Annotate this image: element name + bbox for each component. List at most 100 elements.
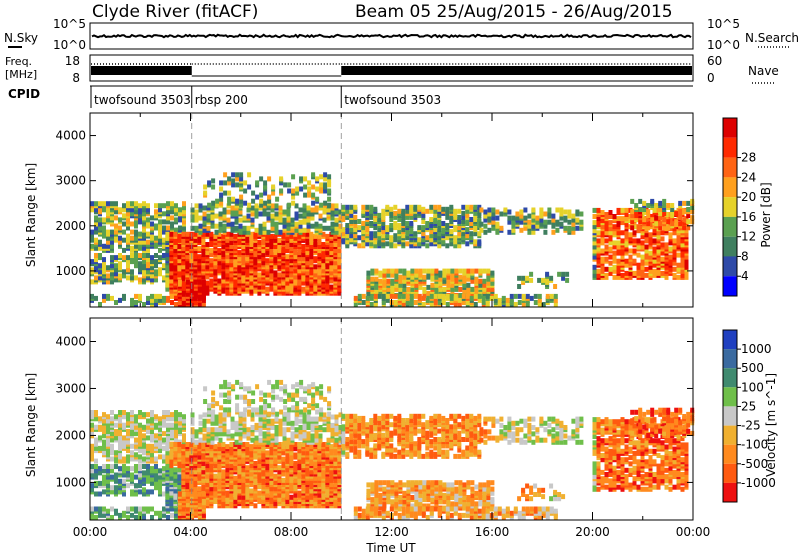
echo-cell: [178, 412, 182, 417]
echo-cell: [523, 216, 527, 221]
echo-cell: [283, 182, 287, 187]
echo-cell: [418, 294, 422, 299]
echo-cell: [690, 199, 694, 204]
echo-cell: [514, 302, 518, 307]
echo-cell: [130, 269, 134, 274]
echo-cell: [409, 205, 413, 210]
echo-cell: [114, 255, 118, 260]
echo-cell: [154, 209, 158, 214]
echo-cell: [642, 217, 646, 222]
nave-label: Nave: [748, 64, 779, 78]
echo-cell: [169, 459, 173, 464]
echo-cell: [267, 212, 271, 217]
echo-cell: [165, 232, 169, 237]
echo-cell: [559, 222, 563, 227]
echo-cell: [499, 226, 503, 231]
echo-cell: [98, 470, 102, 475]
echo-cell: [150, 507, 154, 512]
echo-cell: [449, 229, 453, 234]
echo-cell: [357, 235, 361, 240]
echo-cell: [146, 444, 150, 449]
echo-cell: [134, 253, 138, 258]
echo-cell: [130, 253, 134, 258]
echo-cell: [567, 210, 571, 215]
echo-cell: [146, 217, 150, 222]
echo-cell: [265, 258, 269, 263]
echo-cell: [122, 511, 126, 516]
echo-cell: [122, 222, 126, 227]
echo-cell: [650, 217, 654, 222]
echo-cell: [422, 287, 426, 292]
echo-cell: [527, 214, 531, 219]
beam-date-title: Beam 05 25/Aug/2015 - 26/Aug/2015: [355, 2, 673, 22]
echo-cell: [666, 219, 670, 224]
echo-cell: [174, 410, 178, 415]
echo-cell: [122, 294, 126, 299]
echo-cell: [638, 225, 642, 230]
echo-cell: [259, 176, 263, 181]
echo-cell: [202, 280, 206, 285]
echo-cell: [565, 278, 569, 283]
echo-cell: [303, 228, 307, 233]
echo-cell: [122, 203, 126, 208]
echo-cell: [445, 223, 449, 228]
echo-cell: [122, 468, 126, 473]
echo-cell: [353, 215, 357, 220]
echo-cell: [209, 279, 213, 284]
colorbar-segment: [723, 118, 737, 138]
echo-cell: [146, 435, 150, 440]
echo-cell: [102, 507, 106, 512]
echo-cell: [357, 243, 361, 248]
echo-cell: [185, 232, 189, 237]
echo-cell: [677, 275, 681, 280]
echo-cell: [110, 507, 114, 512]
echo-cell: [195, 203, 199, 208]
echo-cell: [535, 216, 539, 221]
echo-cell: [349, 205, 353, 210]
echo-cell: [437, 205, 441, 210]
echo-cell: [321, 242, 325, 247]
echo-cell: [478, 269, 482, 274]
echo-cell: [118, 479, 122, 484]
frequency-trace: [91, 64, 692, 76]
echo-cell: [490, 271, 494, 276]
echo-cell: [495, 210, 499, 215]
echo-cell: [142, 201, 146, 206]
echo-cell: [625, 259, 629, 264]
echo-cell: [466, 294, 470, 299]
echo-cell: [201, 461, 205, 466]
echo-cell: [385, 205, 389, 210]
echo-cell: [162, 226, 166, 231]
echo-cell: [98, 416, 102, 421]
echo-cell: [150, 466, 154, 471]
echo-cell: [613, 224, 617, 229]
echo-cell: [90, 423, 94, 428]
echo-cell: [369, 221, 373, 226]
echo-cell: [235, 199, 239, 204]
echo-cell: [425, 243, 429, 248]
echo-cell: [633, 238, 637, 243]
echo-cell: [373, 231, 377, 236]
echo-cell: [138, 277, 142, 282]
echo-cell: [434, 269, 438, 274]
echo-cell: [613, 240, 617, 245]
echo-cell: [529, 272, 533, 277]
echo-cell: [146, 464, 150, 469]
frequency-strip: Freq. [MHz] Nave 18 8 60 0: [5, 54, 779, 85]
echo-cell: [177, 476, 181, 481]
echo-cell: [255, 203, 259, 208]
echo-cell: [118, 513, 122, 518]
echo-cell: [90, 279, 94, 284]
echo-cell: [613, 275, 617, 280]
echo-cell: [239, 195, 243, 200]
echo-cell: [247, 208, 251, 213]
echo-cell: [609, 210, 613, 215]
noise-tick-left-bottom: 10^0: [53, 38, 86, 52]
echo-cell: [487, 228, 491, 233]
echo-cell: [559, 208, 563, 213]
echo-cell: [142, 253, 146, 258]
echo-cell: [134, 507, 138, 512]
echo-cell: [609, 267, 613, 272]
echo-cell: [247, 172, 251, 177]
echo-cell: [158, 255, 162, 260]
